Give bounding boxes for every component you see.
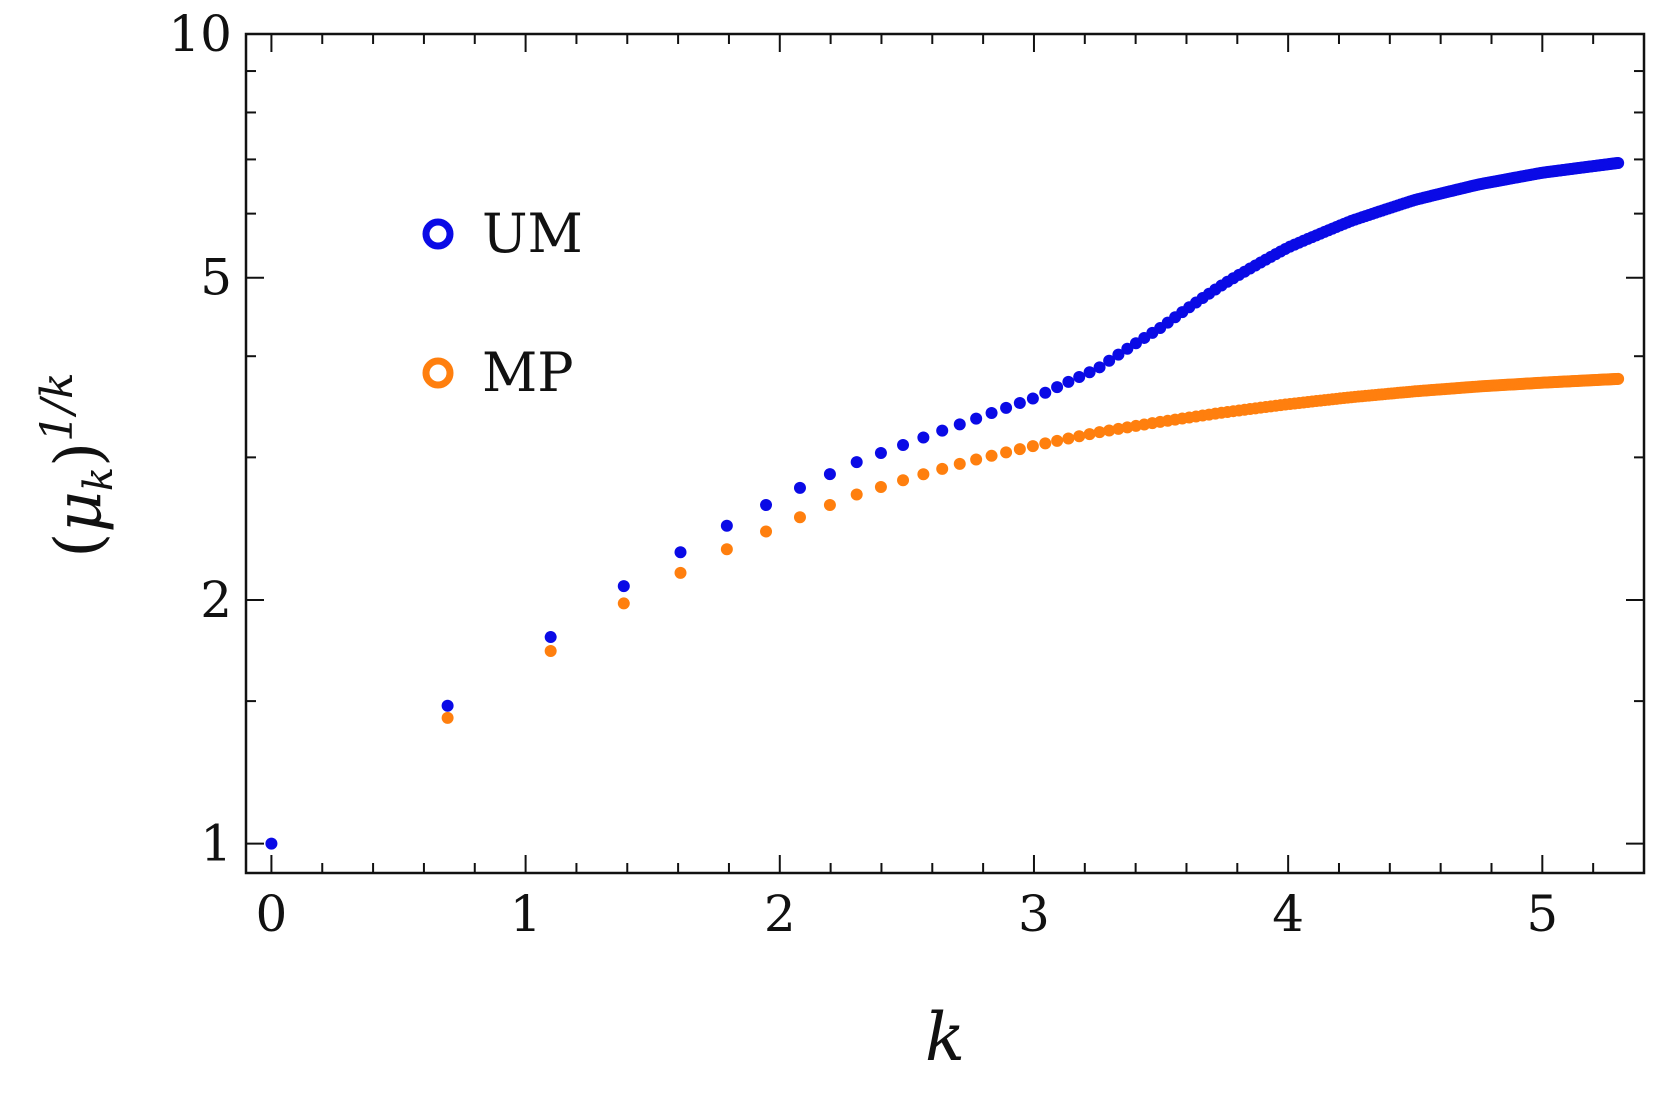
data-point-mp [674, 566, 687, 579]
data-points [265, 156, 1625, 850]
data-point-um [1062, 375, 1075, 388]
y-tick-label: 1 [200, 815, 232, 873]
plot-frame [244, 32, 1646, 875]
data-point-um [823, 468, 836, 481]
data-point-mp [793, 511, 806, 524]
data-point-mp [1000, 446, 1013, 459]
y-title-mu: μ [42, 491, 116, 533]
data-point-um [1039, 386, 1052, 399]
data-point-um [793, 481, 806, 494]
data-point-mp [936, 462, 949, 475]
data-point-um [953, 418, 966, 431]
data-point-mp [850, 488, 863, 501]
data-point-mp [953, 457, 966, 470]
data-point-um [936, 424, 949, 437]
legend-label-mp: MP [482, 341, 574, 404]
data-point-um [1026, 392, 1039, 405]
svg-text:(μk)1/k: (μk)1/k [32, 372, 122, 557]
data-point-mp [1026, 440, 1039, 453]
data-point-mp [1093, 426, 1106, 439]
x-tick-label: 1 [510, 885, 542, 943]
y-tick-label: 5 [200, 249, 232, 307]
data-point-um [617, 580, 630, 593]
data-point-um [1093, 361, 1106, 374]
x-tick-label: 0 [256, 885, 288, 943]
data-point-mp [760, 525, 773, 538]
x-tick-label: 3 [1018, 885, 1050, 943]
x-axis-title: k [925, 999, 965, 1076]
data-point-um [874, 447, 887, 460]
data-point-um [1000, 401, 1013, 414]
y-tick-label: 2 [200, 571, 232, 629]
data-point-um [917, 431, 930, 444]
data-point-um [720, 519, 733, 532]
data-point-mp [1073, 430, 1086, 443]
data-point-um [1112, 348, 1125, 361]
data-point-um [1013, 397, 1026, 410]
y-title-subscript: k [76, 467, 122, 491]
legend: UM MP [422, 202, 583, 404]
data-point-mp [970, 453, 983, 466]
series-mp [441, 372, 1625, 724]
y-tick-label: 10 [168, 5, 232, 63]
data-point-mp [1083, 428, 1096, 441]
data-point-mp [1039, 437, 1052, 450]
data-point-mp [1612, 372, 1625, 385]
data-point-mp [617, 597, 630, 610]
y-axis-title: (μk)1/k [32, 372, 122, 557]
y-title-superscript: 1/k [32, 372, 83, 441]
data-point-mp [1062, 432, 1075, 445]
data-point-um [970, 412, 983, 425]
data-point-mp [1112, 422, 1125, 435]
legend-marker-um [422, 218, 454, 250]
data-point-um [1051, 381, 1064, 394]
series-um [265, 156, 1625, 850]
y-title-close-paren: ) [42, 442, 116, 467]
data-point-um [265, 837, 278, 850]
data-point-um [1083, 366, 1096, 379]
data-point-um [1103, 354, 1116, 367]
axis-ticks [246, 33, 1644, 873]
data-point-um [985, 407, 998, 420]
legend-label-um: UM [482, 202, 583, 265]
x-tick-label: 5 [1526, 885, 1558, 943]
data-point-mp [874, 480, 887, 493]
data-point-um [441, 699, 454, 712]
x-tick-label: 4 [1272, 885, 1304, 943]
data-point-mp [897, 474, 910, 487]
data-point-um [1073, 370, 1086, 383]
data-point-mp [823, 498, 836, 511]
data-point-mp [917, 468, 930, 481]
legend-marker-mp [422, 357, 454, 389]
data-point-um [674, 546, 687, 559]
x-tick-label: 2 [764, 885, 796, 943]
data-point-mp [1051, 434, 1064, 447]
data-point-mp [985, 449, 998, 462]
data-point-mp [720, 543, 733, 556]
data-point-um [850, 456, 863, 469]
data-point-um [897, 438, 910, 451]
data-point-mp [441, 711, 454, 724]
y-title-open-paren: ( [42, 533, 116, 558]
data-point-um [1121, 342, 1134, 355]
data-point-um [544, 631, 557, 644]
data-point-mp [1103, 424, 1116, 437]
data-point-um [1612, 156, 1625, 169]
data-point-mp [1013, 443, 1026, 456]
data-point-mp [544, 644, 557, 657]
data-point-um [760, 499, 773, 512]
